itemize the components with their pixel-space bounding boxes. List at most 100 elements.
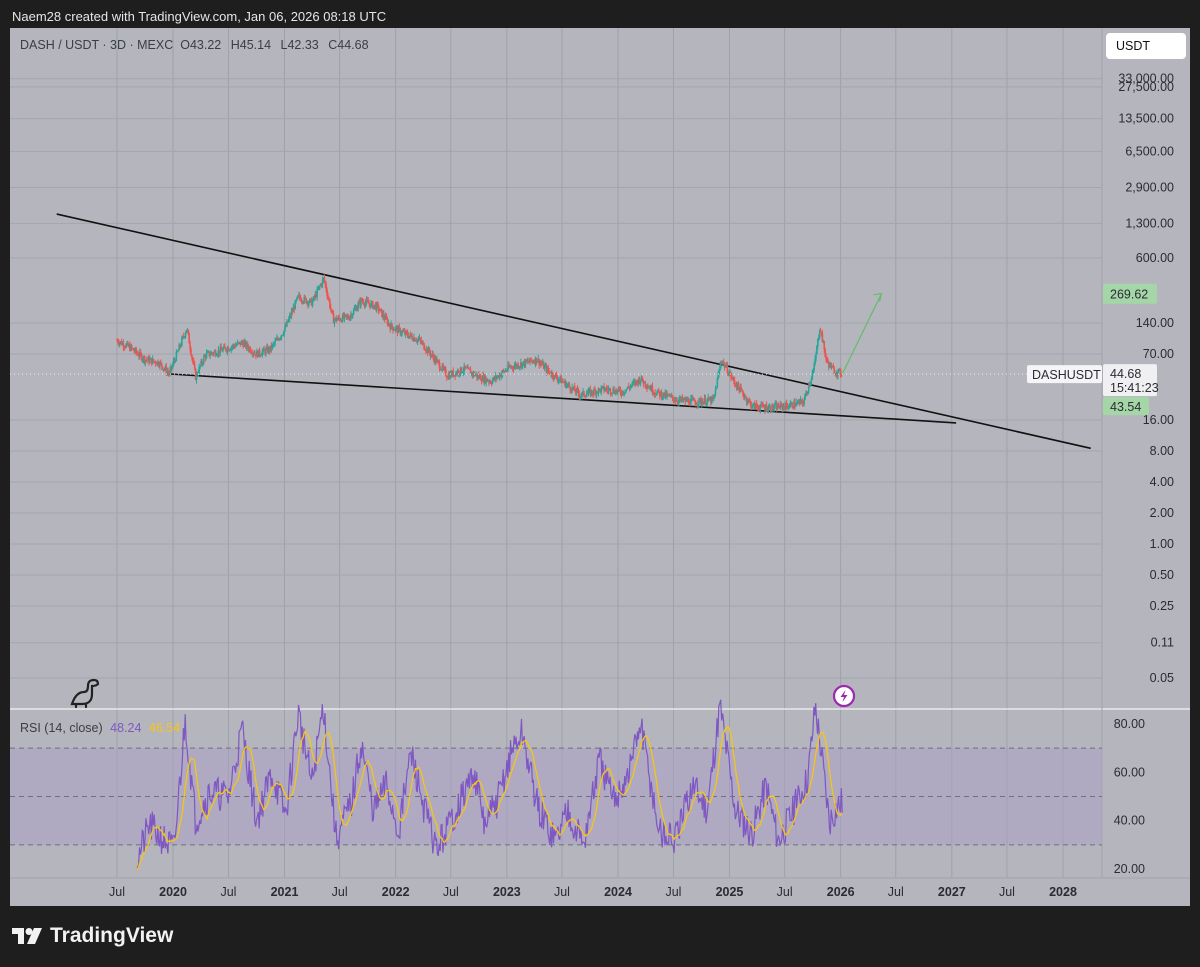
candle-body bbox=[528, 362, 530, 363]
candle-body bbox=[436, 359, 439, 361]
candle-body bbox=[820, 332, 823, 334]
candle-body bbox=[795, 405, 797, 407]
symbol-pair[interactable]: DASH / USDT · 3D · MEXC bbox=[20, 38, 174, 52]
currency-button[interactable]: USDT bbox=[1106, 33, 1186, 59]
candle-body bbox=[777, 404, 780, 408]
candle-body bbox=[512, 367, 515, 369]
candle-body bbox=[142, 356, 145, 360]
candle-body bbox=[763, 406, 765, 408]
candle-body bbox=[638, 378, 641, 384]
candle-body bbox=[230, 347, 233, 350]
candle-body bbox=[537, 358, 540, 362]
candle-body bbox=[355, 307, 358, 311]
candle-body bbox=[515, 364, 518, 367]
candle-body bbox=[141, 359, 144, 361]
candle-body bbox=[465, 367, 467, 369]
candle-body bbox=[806, 393, 808, 395]
rsi-ma-line bbox=[135, 725, 843, 870]
candle-body bbox=[625, 389, 627, 393]
candle-body bbox=[486, 378, 488, 382]
candle-body bbox=[612, 388, 614, 394]
time-tick-label: 2024 bbox=[604, 885, 632, 899]
candle-body bbox=[193, 363, 196, 369]
candle-body bbox=[184, 333, 187, 337]
candle-body bbox=[174, 360, 177, 362]
candle-body bbox=[772, 404, 774, 410]
candle-body bbox=[326, 290, 328, 296]
candle-body bbox=[621, 391, 624, 395]
candle-body bbox=[532, 361, 535, 363]
candle-body bbox=[716, 378, 719, 388]
candle-body bbox=[722, 362, 725, 364]
candle-body bbox=[557, 379, 560, 381]
tradingview-brand[interactable]: TradingView bbox=[12, 924, 173, 948]
candle-body bbox=[461, 372, 464, 374]
candle-body bbox=[316, 289, 318, 297]
candle-body bbox=[577, 389, 580, 394]
candle-body bbox=[429, 352, 432, 357]
candle-body bbox=[298, 294, 300, 296]
candle-body bbox=[412, 339, 414, 341]
candle-body bbox=[827, 362, 830, 368]
candle-body bbox=[588, 389, 591, 391]
candle-body bbox=[803, 399, 805, 405]
candle-body bbox=[427, 348, 430, 354]
candle-body bbox=[128, 345, 130, 347]
candle-body bbox=[833, 368, 836, 375]
candle-body bbox=[642, 381, 645, 384]
candle-body bbox=[223, 346, 225, 349]
candle-body bbox=[580, 395, 582, 397]
candle-body bbox=[494, 375, 497, 380]
candle-body bbox=[658, 391, 661, 397]
candle-body bbox=[664, 392, 667, 397]
candle-body bbox=[172, 360, 175, 365]
candle-body bbox=[637, 378, 640, 385]
candle-body bbox=[361, 301, 364, 303]
time-tick-label: 2026 bbox=[827, 885, 855, 899]
candle-body bbox=[753, 403, 756, 409]
candle-body bbox=[786, 405, 789, 409]
candle-body bbox=[425, 348, 428, 352]
candle-body bbox=[133, 350, 136, 352]
candle-body bbox=[307, 301, 309, 305]
candle-body bbox=[439, 368, 442, 370]
candle-body bbox=[798, 400, 801, 404]
candle-body bbox=[368, 303, 370, 305]
candle-body bbox=[188, 333, 190, 344]
candle-body bbox=[364, 302, 367, 306]
candle-body bbox=[582, 391, 584, 393]
rsi-band-area bbox=[10, 747, 1102, 846]
flash-icon[interactable] bbox=[832, 684, 856, 708]
candle-body bbox=[497, 375, 499, 377]
candle-body bbox=[606, 389, 609, 391]
candle-body bbox=[449, 372, 452, 379]
candle-body bbox=[632, 382, 635, 384]
candle-body bbox=[484, 375, 487, 383]
candle-body bbox=[320, 284, 323, 286]
candle-body bbox=[325, 284, 328, 291]
candle-body bbox=[446, 377, 449, 379]
candle-body bbox=[521, 362, 524, 368]
candle-body bbox=[608, 388, 611, 390]
candle-body bbox=[136, 352, 138, 354]
price-tick-label: 0.05 bbox=[1150, 671, 1174, 685]
candle-body bbox=[796, 401, 799, 403]
candle-body bbox=[651, 385, 654, 393]
candle-body bbox=[636, 380, 638, 382]
candle-body bbox=[660, 391, 663, 398]
candle-body bbox=[759, 406, 762, 410]
candle-body bbox=[267, 347, 270, 353]
candle-body bbox=[406, 332, 409, 336]
candle-body bbox=[677, 401, 679, 403]
candle-body bbox=[656, 391, 658, 395]
candle-body bbox=[737, 382, 740, 388]
candle-body bbox=[699, 398, 701, 400]
candle-body bbox=[437, 360, 440, 363]
candle-body bbox=[808, 385, 811, 386]
candle-body bbox=[391, 323, 393, 328]
candle-body bbox=[145, 359, 148, 361]
candle-body bbox=[555, 374, 558, 379]
candle-body bbox=[609, 388, 612, 394]
rsi-indicator-label[interactable]: RSI (14, close) bbox=[20, 721, 103, 735]
